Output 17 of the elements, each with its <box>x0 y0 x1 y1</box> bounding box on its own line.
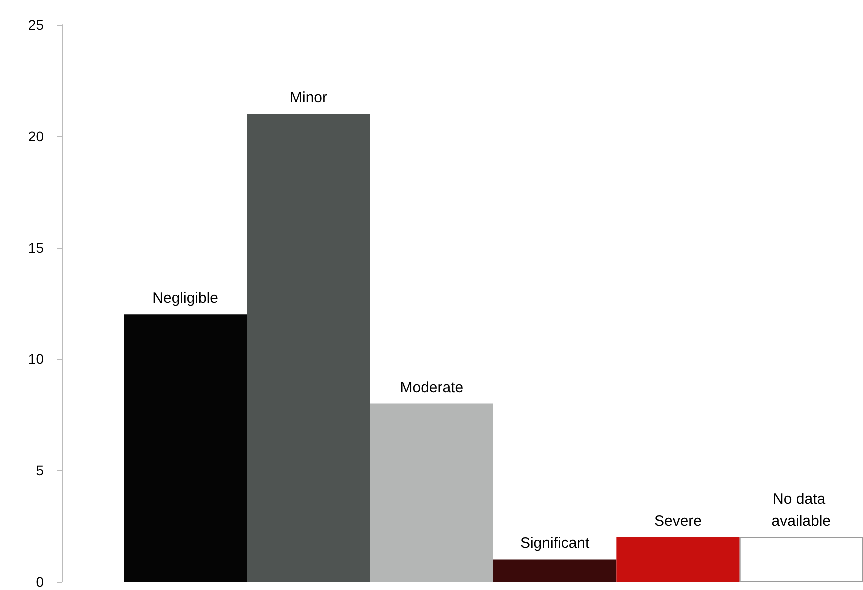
x-tick-label: Severe <box>654 512 702 530</box>
x-tick-label: Significant <box>520 535 591 552</box>
y-tick-label: 0 <box>36 574 44 590</box>
x-tick-label: No data available <box>772 490 832 530</box>
y-tick-label: 10 <box>28 351 44 368</box>
x-tick-label: Minor <box>290 90 328 107</box>
y-tick-label: 20 <box>28 128 44 144</box>
bar <box>247 114 370 582</box>
x-tick-label: Negligible <box>152 290 219 308</box>
bar <box>124 314 248 582</box>
bar <box>616 537 740 582</box>
bar <box>370 404 494 582</box>
y-tick-label: 25 <box>28 17 44 33</box>
y-tick-label: 15 <box>28 240 44 256</box>
bar <box>494 560 617 582</box>
x-tick-label: Moderate <box>400 379 464 396</box>
y-tick-label: 5 <box>36 462 44 479</box>
